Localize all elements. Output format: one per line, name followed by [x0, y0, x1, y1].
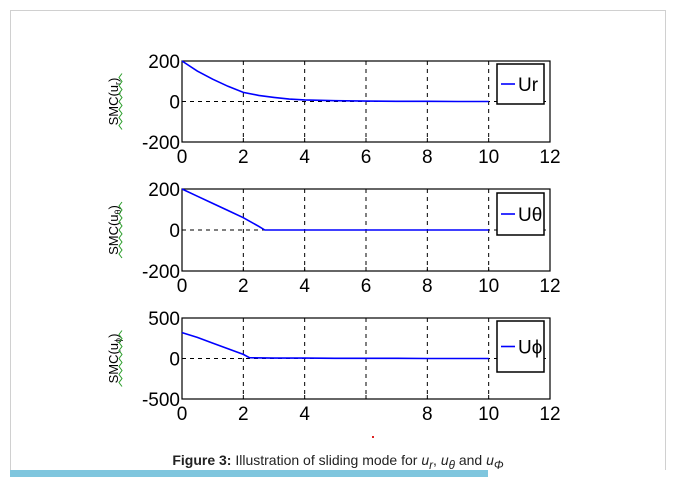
caption-var-1: u: [421, 452, 430, 468]
caption-var-1-sub: r: [429, 458, 434, 472]
x-tick-label: 2: [238, 147, 249, 168]
label-squiggle: [118, 330, 123, 387]
label-squiggle: [118, 201, 123, 259]
caption-var-3: u: [486, 452, 494, 468]
x-tick-label: 10: [478, 404, 499, 425]
x-tick-label: 2: [238, 404, 249, 425]
series-line: [181, 60, 489, 103]
y-tick-label: 500: [148, 309, 180, 330]
caption-var-2-sub: θ: [448, 458, 455, 472]
caption-and: and: [458, 452, 483, 468]
y-tick-label: -500: [142, 390, 180, 411]
legend: Ur: [496, 63, 545, 105]
x-tick-label: 0: [177, 276, 188, 297]
x-tick-label: 10: [478, 276, 499, 297]
x-tick-label: 0: [177, 404, 188, 425]
y-tick-label: 200: [148, 52, 180, 73]
legend-box: [496, 63, 545, 105]
caption-var-3-sub: Φ: [493, 458, 504, 472]
x-tick-label: 12: [539, 147, 560, 168]
legend-label: Uϕ: [518, 338, 542, 359]
x-tick-label: 8: [422, 404, 433, 425]
y-tick-label: -200: [142, 262, 180, 283]
y-tick-label: -200: [142, 133, 180, 154]
caption-text: Illustration of sliding mode for: [235, 452, 418, 468]
x-tick-label: 6: [361, 147, 372, 168]
x-tick-label: 10: [478, 147, 499, 168]
y-tick-label: 0: [169, 221, 180, 242]
x-tick-label: 4: [299, 276, 310, 297]
x-tick-label: 12: [539, 276, 560, 297]
legend-label: Uθ: [518, 205, 542, 226]
caption-prefix: Figure 3:: [172, 452, 232, 468]
x-tick-label: 2: [238, 276, 249, 297]
x-tick-label: 4: [299, 404, 310, 425]
y-tick-label: 0: [169, 93, 180, 114]
stray-mark: [372, 436, 374, 438]
legend: Uθ: [496, 192, 545, 236]
x-tick-label: 8: [422, 276, 433, 297]
caption-var-2: u: [440, 452, 449, 468]
y-tick-label: 200: [148, 180, 180, 201]
y-axis-label: SMC(ur): [106, 78, 123, 126]
x-tick-label: 8: [422, 147, 433, 168]
label-squiggle: [118, 73, 123, 130]
x-tick-label: 4: [299, 147, 310, 168]
legend: Uϕ: [496, 320, 545, 373]
x-tick-label: 0: [177, 147, 188, 168]
caption-separator: ,: [433, 452, 437, 468]
bottom-accent-bar: [10, 470, 488, 477]
figure-caption: Figure 3: Illustration of sliding mode f…: [0, 452, 676, 472]
y-tick-label: 0: [169, 350, 180, 371]
y-axis-label: SMC(uθ): [106, 205, 123, 255]
series-line: [181, 331, 489, 360]
legend-label: Ur: [518, 75, 539, 96]
x-tick-label: 6: [361, 276, 372, 297]
x-tick-label: 12: [539, 404, 560, 425]
series-line: [181, 188, 489, 231]
y-axis-label: SMC(uϕ): [106, 334, 123, 384]
